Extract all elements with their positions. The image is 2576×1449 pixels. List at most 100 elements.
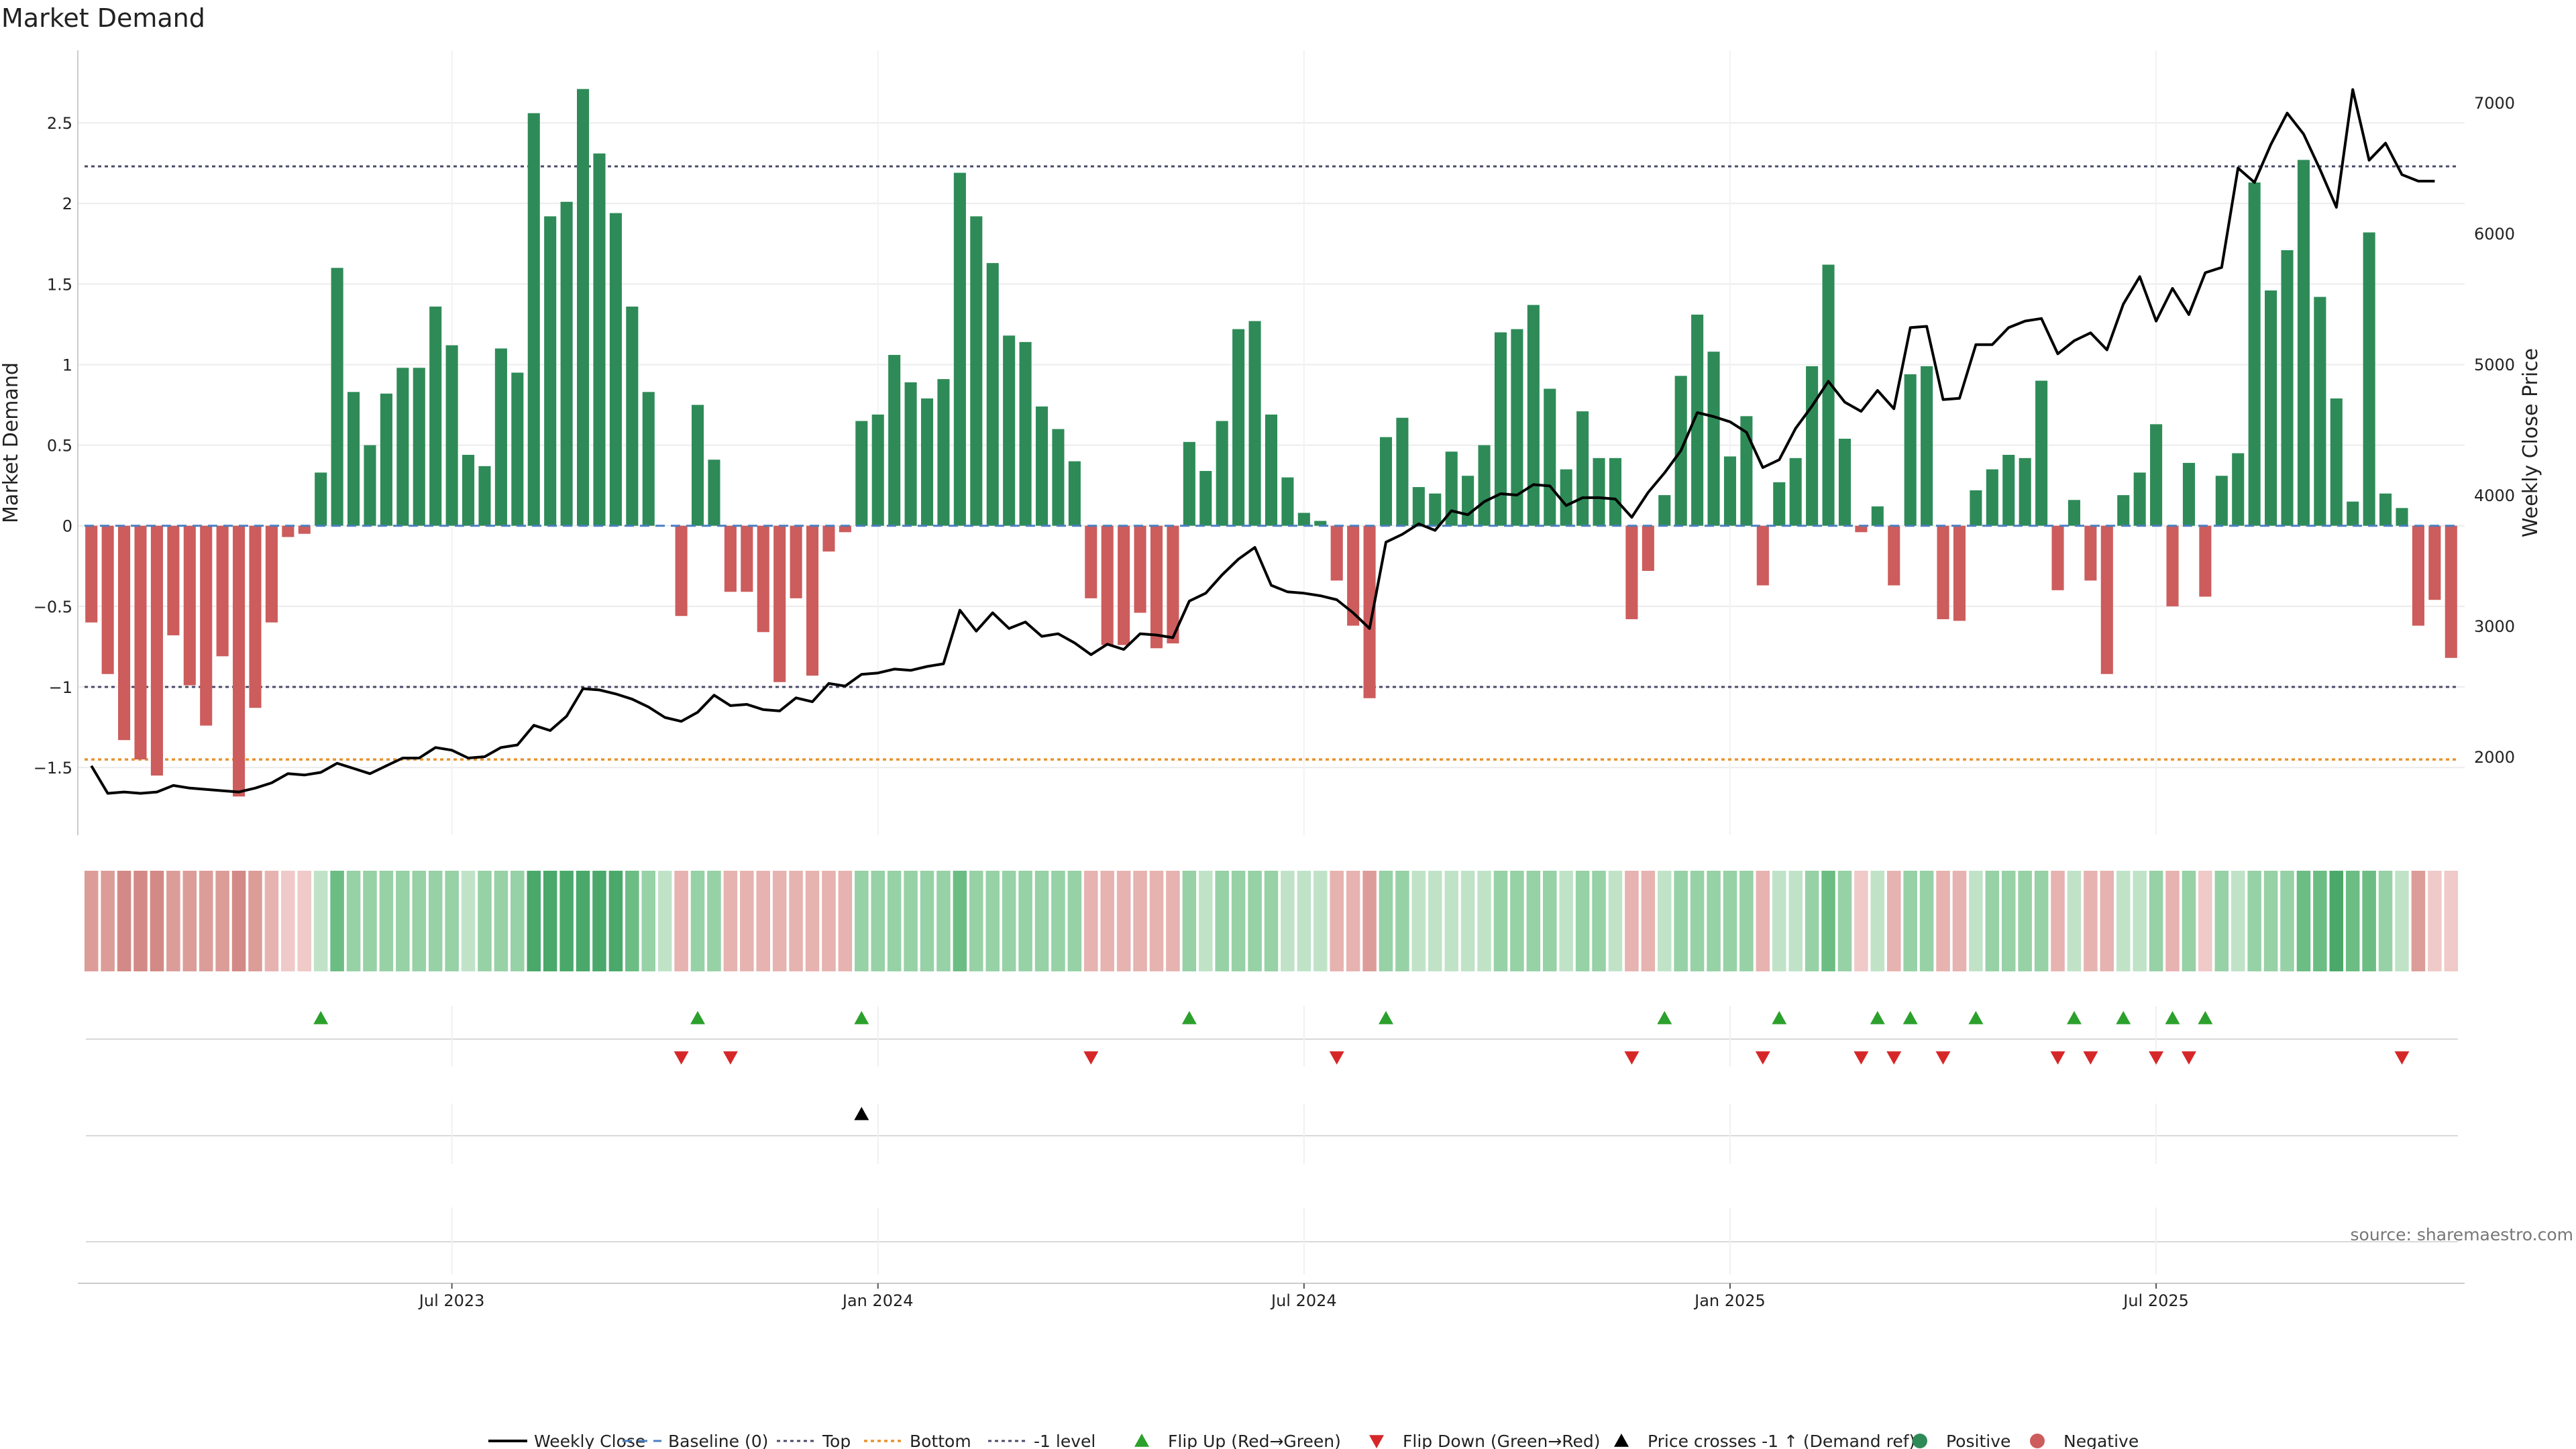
event-markers (86, 1006, 2458, 1275)
demand-bar-positive (2379, 493, 2392, 526)
demand-bar-negative (150, 525, 163, 776)
strength-cell (1215, 871, 1229, 971)
demand-bar-positive (2182, 463, 2195, 526)
x-tick-label: Jul 2024 (1270, 1291, 1337, 1310)
demand-bar-positive (1232, 329, 1245, 526)
strength-cell (1346, 871, 1360, 971)
flip-up-marker (1181, 1011, 1197, 1024)
demand-bar-positive (1560, 469, 1572, 526)
left-y-axis: −1.5 −1 −0.5 0 0.5 1 1.5 2 2.5 (34, 50, 78, 835)
demand-bar-positive (2019, 458, 2031, 526)
demand-bar-negative (806, 525, 819, 676)
strength-cell (2001, 871, 2016, 971)
demand-bar-negative (724, 525, 737, 592)
demand-bar-positive (2297, 160, 2310, 526)
strength-cell (855, 871, 869, 971)
legend-item-top: Top (777, 1432, 851, 1449)
strength-cell (657, 871, 672, 971)
demand-bar-positive (544, 216, 557, 526)
demand-bar-positive (380, 393, 392, 526)
demand-bar-positive (986, 263, 999, 526)
strength-cell (1575, 871, 1590, 971)
x-tick-label: Jul 2023 (418, 1291, 485, 1310)
demand-bar-negative (675, 525, 688, 616)
demand-bar-negative (1625, 525, 1638, 620)
demand-bar-negative (1150, 525, 1163, 649)
strength-cell (1903, 871, 1917, 971)
strength-cell (1674, 871, 1688, 971)
strength-cell (2345, 871, 2360, 971)
strength-cell (772, 871, 787, 971)
left-tick-label: 2 (62, 195, 72, 213)
x-tick-label: Jul 2025 (2122, 1291, 2189, 1310)
strength-cell (608, 871, 623, 971)
demand-bar-positive (1003, 335, 1016, 526)
flip-up-marker (2198, 1011, 2213, 1024)
strength-cell (281, 871, 295, 971)
strength-cell (1034, 871, 1049, 971)
strength-cell (231, 871, 246, 971)
demand-bars (85, 89, 2459, 797)
demand-bar-negative (282, 525, 294, 537)
strength-cell (1297, 871, 1311, 971)
demand-bar-negative (1953, 525, 1966, 621)
strength-cell (2329, 871, 2344, 971)
left-tick-label: 2.5 (47, 114, 72, 133)
legend-item-minus-one: -1 level (988, 1432, 1095, 1449)
legend-label: Baseline (0) (668, 1432, 768, 1449)
strength-cell (2378, 871, 2393, 971)
left-tick-label: 0 (62, 517, 72, 536)
demand-bar-positive (1593, 458, 1605, 526)
demand-bar-positive (1035, 406, 1049, 526)
right-y-axis: 2000 3000 4000 5000 6000 7000 (2474, 94, 2515, 767)
flip-up-marker (1870, 1011, 1885, 1024)
demand-bar-negative (2100, 525, 2113, 674)
demand-bar-positive (1822, 264, 1835, 526)
strength-cell (2133, 871, 2147, 971)
legend-label: -1 level (1034, 1432, 1095, 1449)
demand-bar-negative (1347, 525, 1360, 626)
strength-cell (838, 871, 853, 971)
strength-cell (1281, 871, 1295, 971)
flip-down-marker (1083, 1051, 1099, 1065)
strength-cell (2182, 871, 2196, 971)
demand-bar-positive (413, 368, 425, 526)
strength-cell (822, 871, 836, 971)
legend-item-cross: Price crosses -1 ↑ (Demand ref) (1614, 1432, 1915, 1449)
strength-cell (871, 871, 885, 971)
flip-up-marker (1968, 1011, 1984, 1024)
demand-bar-positive (1970, 490, 1982, 526)
strength-cell (1821, 871, 1835, 971)
strength-cell (1067, 871, 1082, 971)
strength-cell (182, 871, 197, 971)
strength-cell (166, 871, 180, 971)
demand-bar-positive (1609, 458, 1622, 526)
strength-cell (2116, 871, 2131, 971)
strength-cell (313, 871, 328, 971)
demand-bar-positive (1199, 471, 1212, 526)
demand-bar-positive (2314, 297, 2326, 526)
strength-cell (1936, 871, 1950, 971)
strength-cell (101, 871, 115, 971)
strength-cell (1018, 871, 1032, 971)
demand-bar-negative (183, 525, 196, 686)
demand-bar-positive (871, 414, 884, 526)
demand-bar-positive (1478, 445, 1491, 526)
demand-bar-negative (2199, 525, 2212, 597)
legend-item-baseline: Baseline (0) (623, 1432, 768, 1449)
demand-bar-positive (577, 89, 590, 526)
legend-symbol (1369, 1435, 1384, 1448)
demand-bar-positive (920, 398, 934, 526)
strength-cell (1870, 871, 1885, 971)
demand-bar-positive (2035, 380, 2048, 526)
strength-cell (2395, 871, 2409, 971)
legend-item-flip-up: Flip Up (Red→Green) (1134, 1432, 1341, 1449)
strength-cell (2313, 871, 2327, 971)
flip-down-marker (2149, 1051, 2164, 1065)
demand-bar-positive (1691, 315, 1704, 526)
demand-bar-positive (1314, 521, 1327, 526)
strength-cell (1526, 871, 1541, 971)
demand-bar-positive (494, 348, 507, 526)
legend-label: Flip Down (Green→Red) (1403, 1432, 1601, 1449)
demand-bar-negative (200, 525, 213, 726)
